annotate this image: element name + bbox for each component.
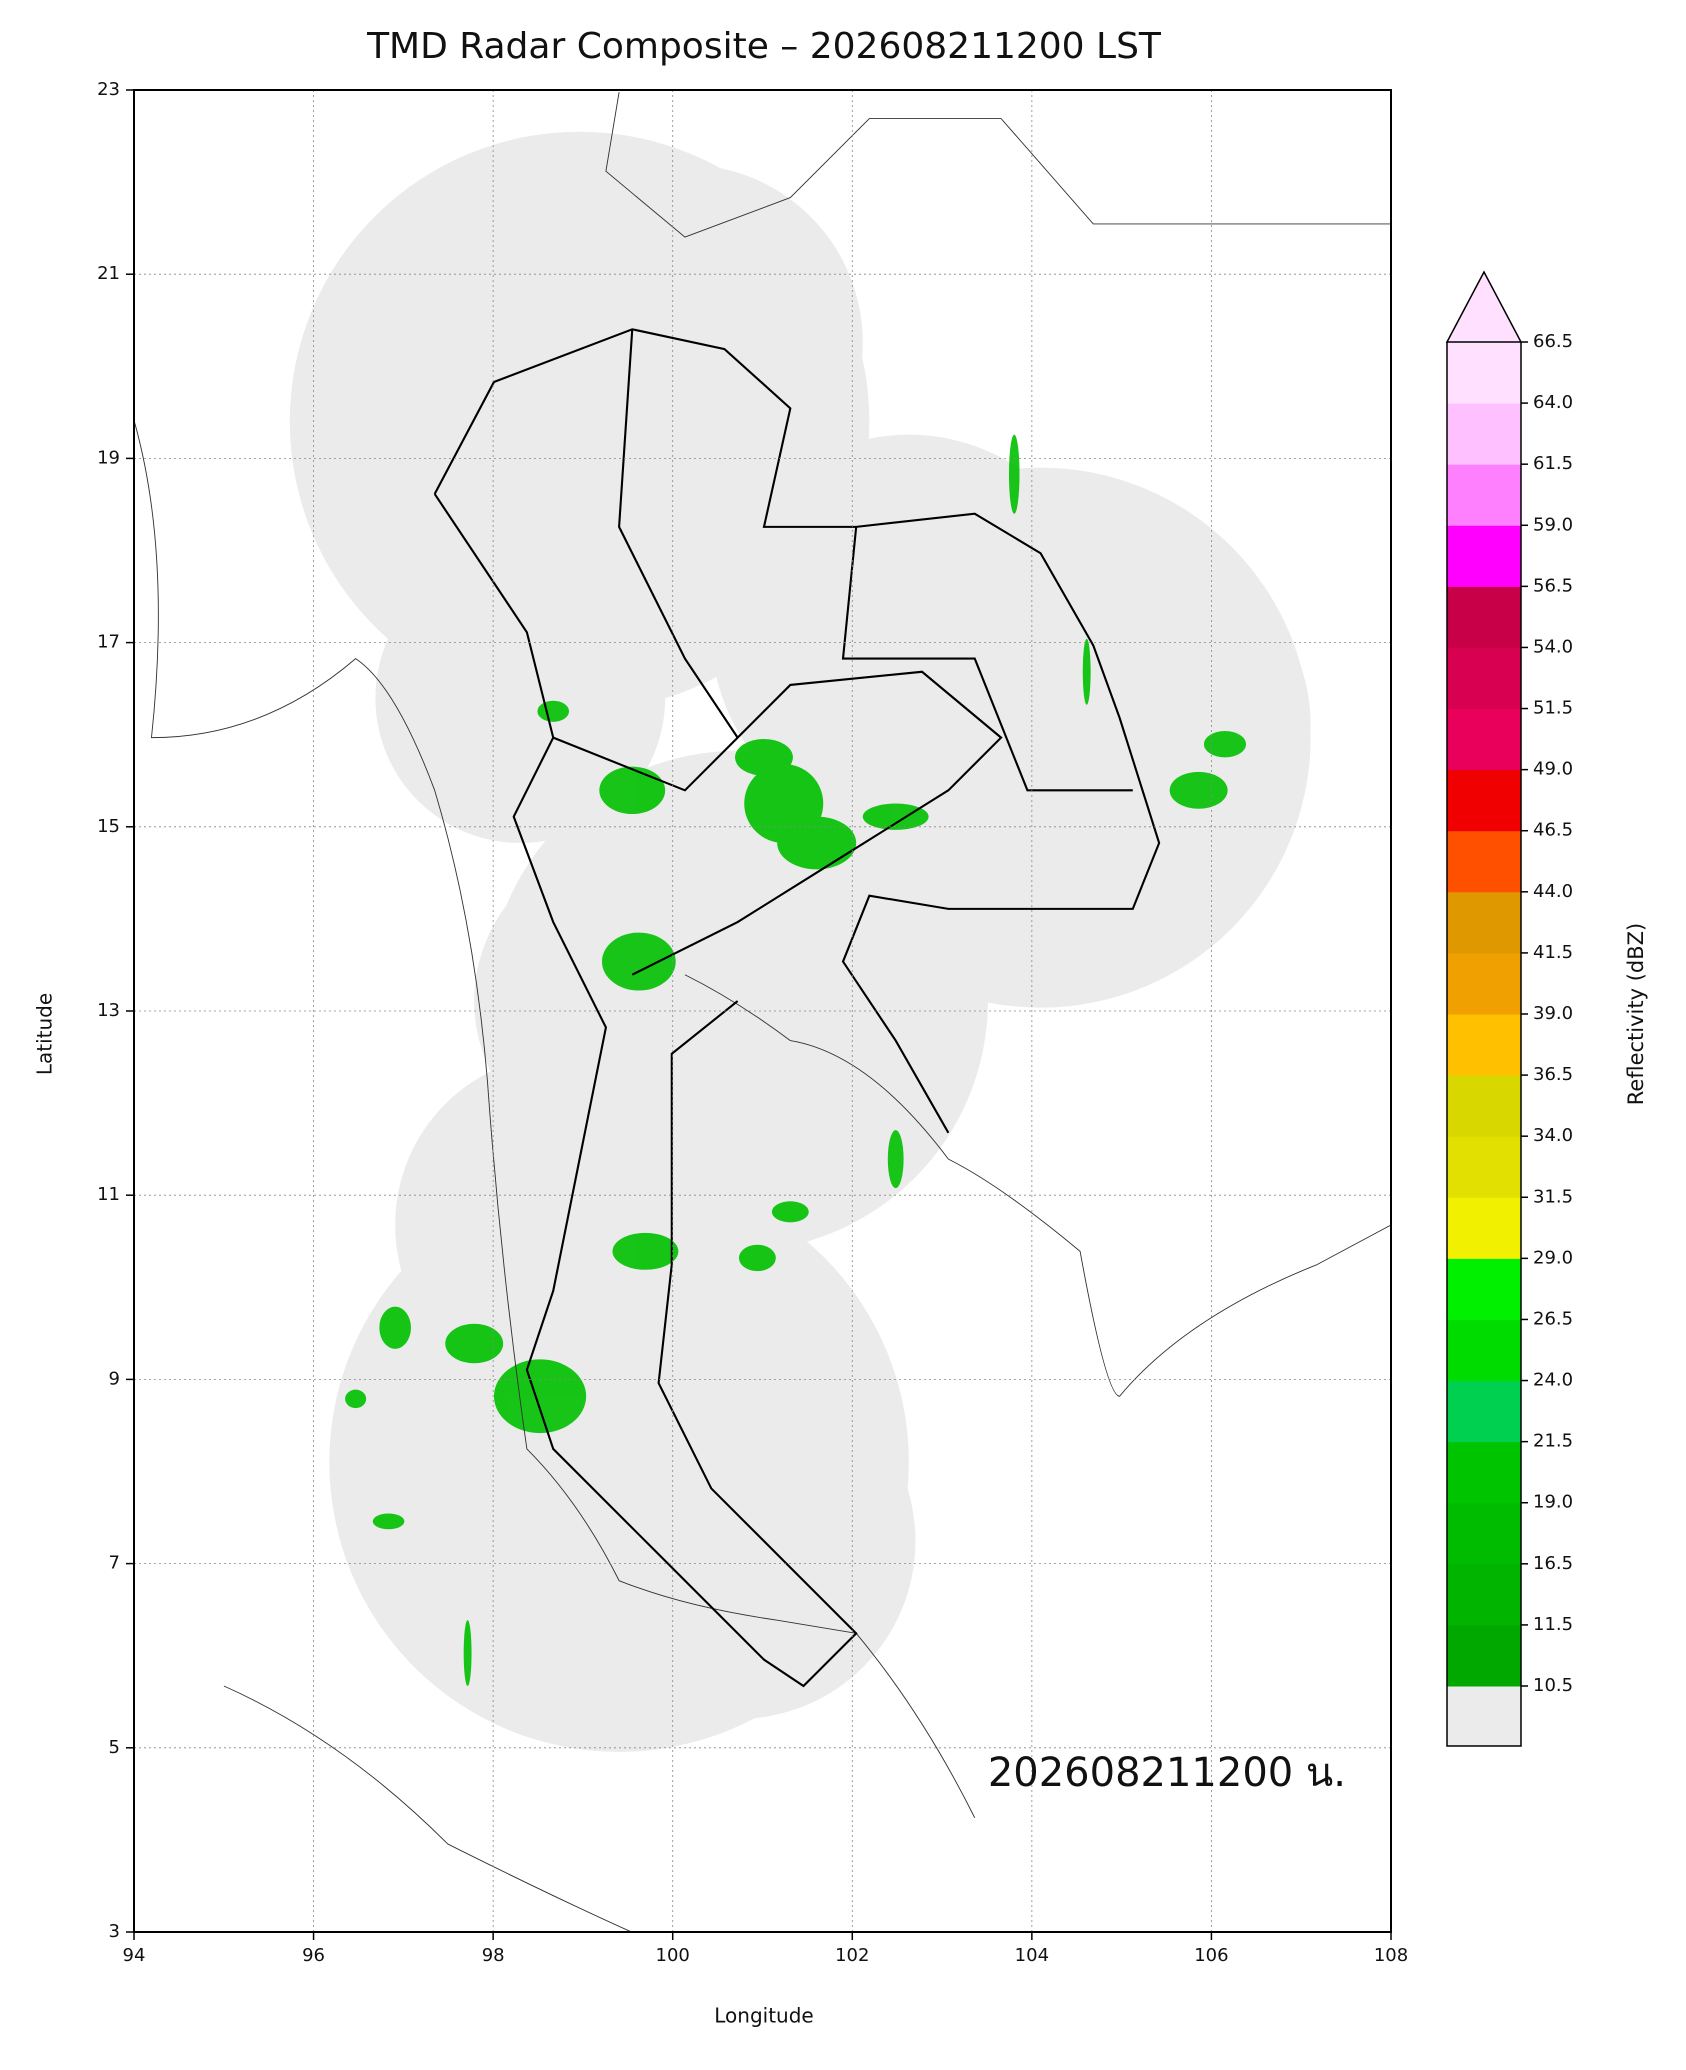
colorbar-tick-label: 59.0 <box>1533 514 1573 535</box>
colorbar-over <box>1445 270 1523 343</box>
colorbar-bin <box>1447 891 1521 954</box>
colorbar-tick-label: 36.5 <box>1533 1064 1573 1085</box>
colorbar-tick-label: 26.5 <box>1533 1308 1573 1329</box>
colorbar-tick-label: 21.5 <box>1533 1431 1573 1452</box>
colorbar-bin <box>1447 1136 1521 1198</box>
x-tick-label: 106 <box>1194 1945 1228 1966</box>
colorbar-tick-label: 51.5 <box>1533 698 1573 719</box>
y-tick-label: 11 <box>97 1184 120 1205</box>
y-axis-label: Latitude <box>33 993 57 1075</box>
x-tick-label: 102 <box>835 1945 869 1966</box>
colorbar-tick-label: 29.0 <box>1533 1247 1573 1268</box>
x-tick-label: 108 <box>1374 1945 1408 1966</box>
colorbar-bin <box>1447 1563 1521 1626</box>
x-tick-label: 96 <box>302 1945 325 1966</box>
colorbar-bin <box>1447 1441 1521 1504</box>
colorbar-tick-label: 31.5 <box>1533 1186 1573 1207</box>
y-tick-label: 7 <box>109 1553 120 1574</box>
colorbar-tick-label: 61.5 <box>1533 453 1573 474</box>
x-axis-label: Longitude <box>714 2004 813 2028</box>
chart-title: TMD Radar Composite – 202608211200 LST <box>366 26 1162 67</box>
map-layers <box>134 92 1391 1932</box>
colorbar-under <box>1447 1686 1521 1746</box>
y-tick-label: 9 <box>109 1368 120 1389</box>
colorbar-tick-label: 34.0 <box>1533 1125 1573 1146</box>
x-tick-label: 98 <box>482 1945 505 1966</box>
colorbar-tick-label: 41.5 <box>1533 942 1573 963</box>
x-tick-label: 104 <box>1015 1945 1049 1966</box>
y-tick-label: 5 <box>109 1737 120 1758</box>
timestamp-annotation: 202608211200 น. <box>988 1750 1346 1796</box>
colorbar-bin <box>1447 952 1521 1015</box>
colorbar-tick-label: 64.0 <box>1533 392 1573 413</box>
colorbar-tick-label: 56.5 <box>1533 575 1573 596</box>
y-tick-label: 13 <box>97 1000 120 1021</box>
x-tick-label: 100 <box>656 1945 690 1966</box>
colorbar-bin <box>1447 464 1521 526</box>
colorbar-tick-label: 10.5 <box>1533 1675 1573 1696</box>
admin-borders <box>433 328 1161 1688</box>
y-tick-label: 15 <box>97 816 120 837</box>
colorbar-tick-label: 39.0 <box>1533 1003 1573 1024</box>
colorbar-bin <box>1447 1624 1521 1687</box>
colorbar-frame <box>1446 342 1522 1747</box>
colorbar-tick-label: 24.0 <box>1533 1370 1573 1391</box>
colorbar-tick-label: 16.5 <box>1533 1553 1573 1574</box>
colorbar-bin <box>1447 830 1521 893</box>
colorbar-tick-label: 46.5 <box>1533 820 1573 841</box>
colorbar-bin <box>1447 1502 1521 1565</box>
colorbar-bin <box>1447 1319 1521 1382</box>
colorbar-bin <box>1447 403 1521 465</box>
colorbar-tick-label: 49.0 <box>1533 759 1573 780</box>
colorbar-tick-label: 44.0 <box>1533 881 1573 902</box>
colorbar-bin <box>1447 1075 1521 1137</box>
colorbar-bin <box>1447 647 1521 710</box>
colorbar-label: Reflectivity (dBZ) <box>1624 923 1648 1105</box>
colorbar-bin <box>1447 769 1521 832</box>
colorbar-tick-label: 66.5 <box>1533 331 1573 352</box>
colorbar-bin <box>1447 525 1521 587</box>
y-tick-label: 3 <box>109 1921 120 1942</box>
colorbar-tick-label: 11.5 <box>1533 1614 1573 1635</box>
x-tick-label: 94 <box>123 1945 146 1966</box>
colorbar-bin <box>1447 1258 1521 1320</box>
colorbar-bin <box>1447 708 1521 771</box>
y-tick-label: 19 <box>97 447 120 468</box>
colorbar-bin <box>1447 1197 1521 1259</box>
colorbar-tick-label: 54.0 <box>1533 636 1573 657</box>
y-tick-label: 21 <box>97 263 120 284</box>
colorbar-bin <box>1447 586 1521 648</box>
colorbar-bin <box>1447 1380 1521 1443</box>
colorbar-bin <box>1447 342 1521 404</box>
y-tick-label: 17 <box>97 632 120 653</box>
y-tick-label: 23 <box>97 79 120 100</box>
radar-coverage <box>289 131 1311 1752</box>
colorbar-tick-label: 19.0 <box>1533 1492 1573 1513</box>
colorbar-bin <box>1447 1014 1521 1076</box>
